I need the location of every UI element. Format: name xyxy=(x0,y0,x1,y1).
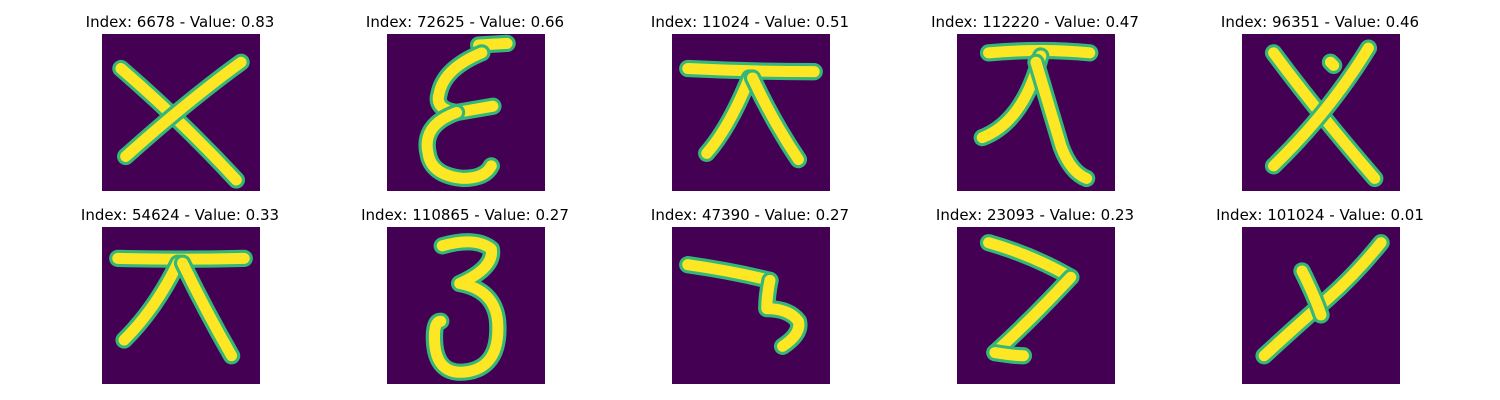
glyph-image xyxy=(1242,227,1400,384)
glyph-stroke xyxy=(1030,56,1093,184)
glyph-stroke xyxy=(428,236,504,378)
figure-title: Index: 101024 - Value: 0.01 xyxy=(1216,206,1424,224)
glyph-image xyxy=(957,227,1115,384)
image-background xyxy=(672,34,830,191)
glyph-stroke xyxy=(747,72,804,166)
glyph-stroke xyxy=(120,56,247,162)
glyph-stroke xyxy=(177,257,238,362)
figure-cell-2: Index: 72625 - Value: 0.66 xyxy=(325,13,605,203)
figure-title: Index: 54624 - Value: 0.33 xyxy=(80,206,280,224)
glyph-stroke xyxy=(1258,237,1387,362)
figure-title: Index: 96351 - Value: 0.46 xyxy=(1220,13,1420,31)
figure-cell-4: Index: 112220 - Value: 0.47 xyxy=(895,13,1175,203)
glyph-stroke xyxy=(761,274,805,352)
glyph-image xyxy=(387,34,545,191)
glyph-stroke xyxy=(421,107,497,184)
figure-cell-10: Index: 101024 - Value: 0.01 xyxy=(1180,206,1460,396)
figure-cell-5: Index: 96351 - Value: 0.46 xyxy=(1180,13,1460,203)
glyph-stroke xyxy=(118,257,184,346)
glyph-image xyxy=(1242,34,1400,191)
glyph-stroke xyxy=(701,72,755,159)
figure-title: Index: 112220 - Value: 0.47 xyxy=(931,13,1139,31)
glyph-image xyxy=(957,34,1115,191)
figure-title: Index: 11024 - Value: 0.51 xyxy=(650,13,850,31)
glyph-image xyxy=(672,34,830,191)
figure-cell-9: Index: 23093 - Value: 0.23 xyxy=(895,206,1175,396)
glyph-image xyxy=(387,227,545,384)
figure-title: Index: 47390 - Value: 0.27 xyxy=(650,206,850,224)
figure-cell-6: Index: 54624 - Value: 0.33 xyxy=(40,206,320,396)
figure-title: Index: 110865 - Value: 0.27 xyxy=(361,206,569,224)
glyph-stroke xyxy=(1324,56,1340,71)
figure-title: Index: 72625 - Value: 0.66 xyxy=(365,13,565,31)
image-background xyxy=(672,227,830,384)
glyph-stroke xyxy=(989,347,1029,362)
glyph-image xyxy=(102,227,260,384)
glyph-stroke xyxy=(1268,42,1374,172)
glyph-image xyxy=(672,227,830,384)
image-background xyxy=(387,227,545,384)
figure-cell-3: Index: 11024 - Value: 0.51 xyxy=(610,13,890,203)
glyph-stroke xyxy=(1296,265,1327,321)
figure-cell-1: Index: 6678 - Value: 0.83 xyxy=(40,13,320,203)
figure-title: Index: 23093 - Value: 0.23 xyxy=(935,206,1135,224)
glyph-image xyxy=(102,34,260,191)
figure-cell-8: Index: 47390 - Value: 0.27 xyxy=(610,206,890,396)
glyph-stroke xyxy=(115,63,242,186)
figure-cell-7: Index: 110865 - Value: 0.27 xyxy=(325,206,605,396)
figure-title: Index: 6678 - Value: 0.83 xyxy=(85,13,275,31)
